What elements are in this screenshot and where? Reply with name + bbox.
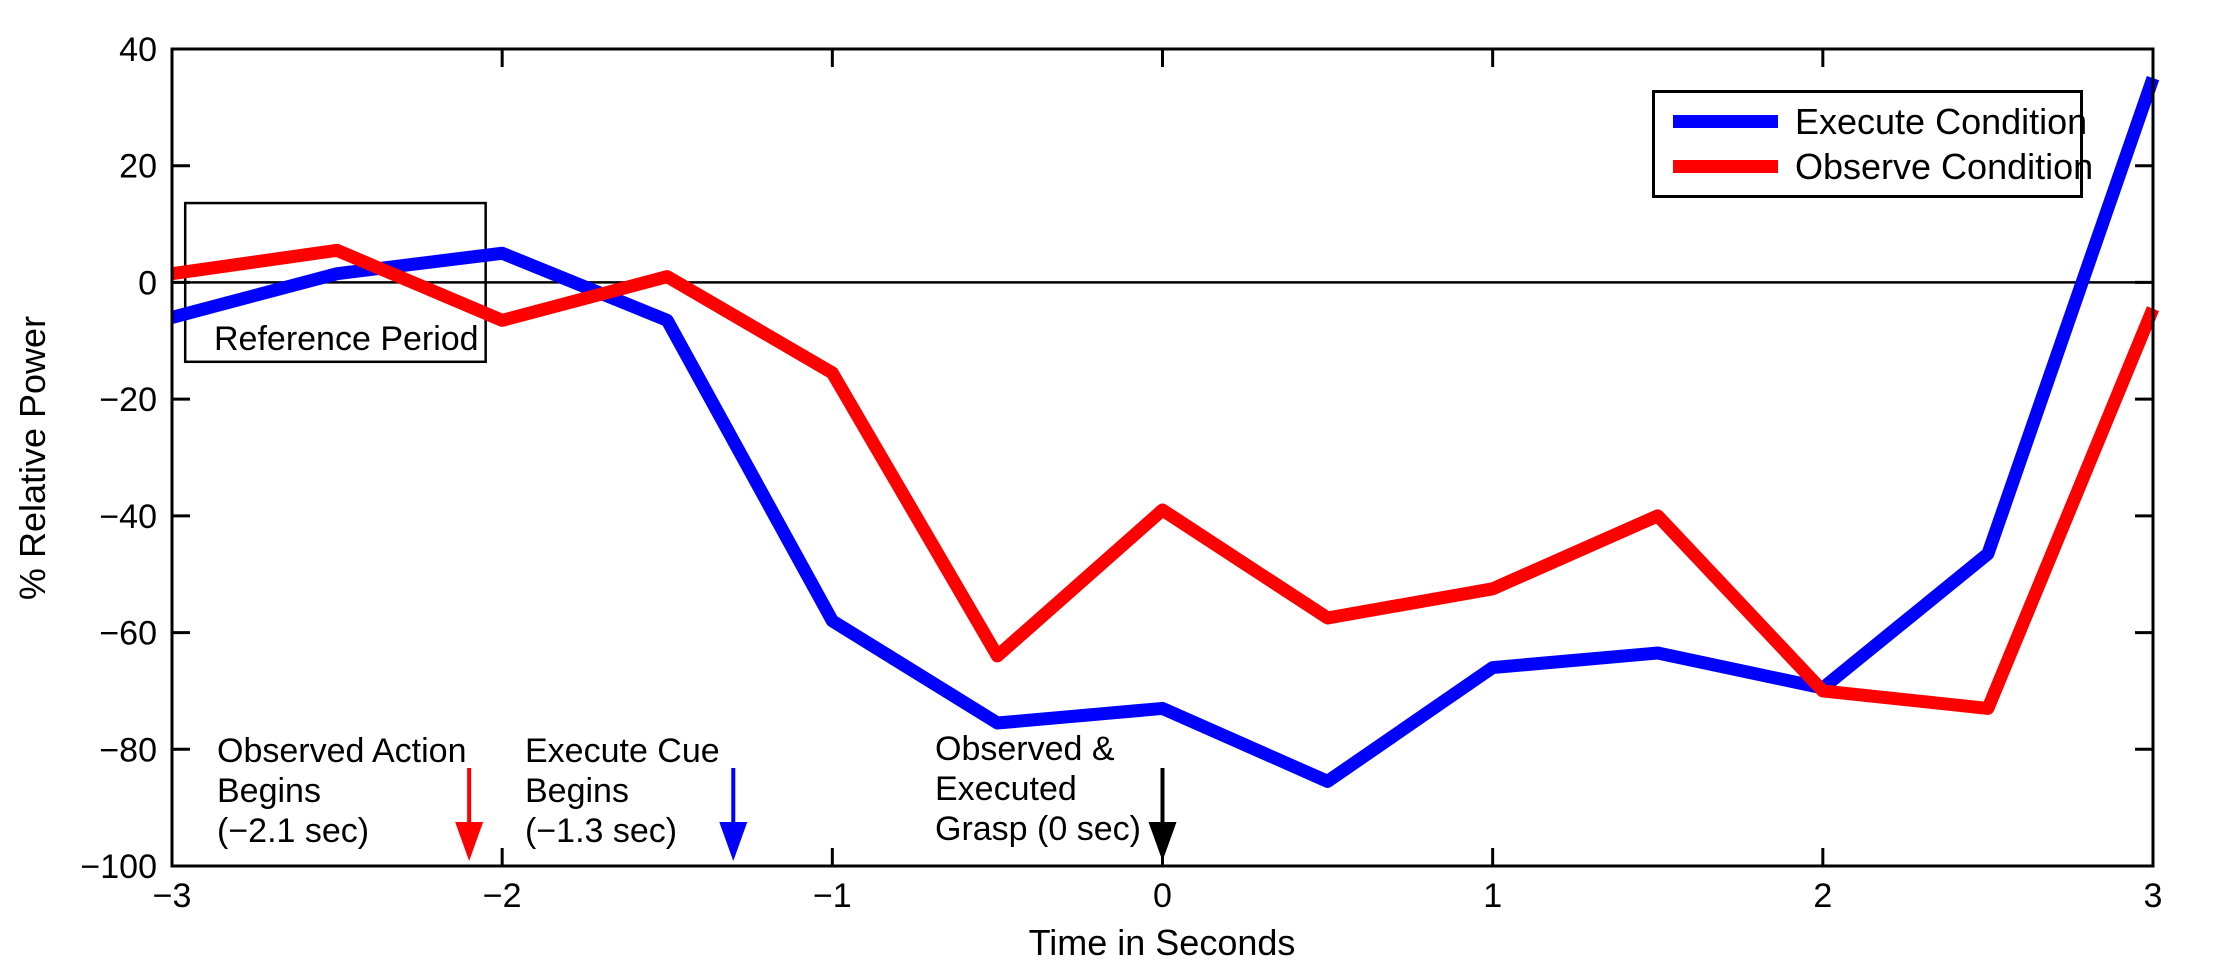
annotation-observed-action-begins: Observed Action Begins (−2.1 sec) (217, 731, 466, 851)
legend-item-observe-condition: Observe Condition (1655, 146, 2093, 188)
legend: Execute Condition Observe Condition (1652, 90, 2093, 198)
x-tick-label: −3 (153, 877, 192, 915)
event-arrow-head (1148, 822, 1177, 861)
legend-item-execute-condition: Execute Condition (1655, 101, 2087, 143)
annotation-line: Executed (935, 770, 1077, 808)
y-tick-label: −80 (99, 731, 157, 769)
annotation-line: (−2.1 sec) (217, 812, 370, 850)
y-tick-label: 40 (119, 31, 157, 69)
y-tick-label: 20 (119, 148, 157, 186)
y-tick-label: −100 (80, 848, 157, 886)
reference-period-label: Reference Period (214, 320, 479, 358)
y-tick-label: −60 (99, 615, 157, 653)
annotation-line: Observed Action (217, 732, 467, 770)
x-axis-label: Time in Seconds (1028, 922, 1296, 963)
y-tick-label: −40 (99, 498, 157, 536)
series-line-observe-condition (171, 243, 2160, 715)
y-axis-label: % Relative Power (12, 315, 53, 601)
observe-condition-line-sample (1673, 160, 1778, 173)
x-tick-label: 3 (2144, 877, 2163, 915)
annotation-line: Begins (525, 772, 629, 810)
annotation-execute-cue-begins: Execute Cue Begins (−1.3 sec) (525, 731, 720, 851)
x-tick-label: 0 (1153, 877, 1172, 915)
x-tick-label: 2 (1813, 877, 1832, 915)
x-tick-label: −2 (483, 877, 522, 915)
y-tick-label: −20 (99, 381, 157, 419)
legend-label: Observe Condition (1795, 145, 2094, 187)
annotation-line: Grasp (0 sec) (935, 810, 1141, 848)
legend-label: Execute Condition (1795, 100, 2088, 142)
annotation-line: Execute Cue (525, 732, 720, 770)
annotation-line: (−1.3 sec) (525, 812, 678, 850)
annotation-line: Observed & (935, 730, 1115, 768)
y-tick-label: 0 (138, 264, 157, 302)
annotation-line: Begins (217, 772, 321, 810)
annotation-observed-executed-grasp: Observed & Executed Grasp (0 sec) (935, 729, 1141, 849)
x-tick-label: −1 (813, 877, 852, 915)
execute-condition-line-sample (1673, 115, 1778, 128)
event-arrow-head (455, 822, 484, 861)
x-tick-label: 1 (1483, 877, 1502, 915)
event-arrow-head (719, 822, 748, 861)
